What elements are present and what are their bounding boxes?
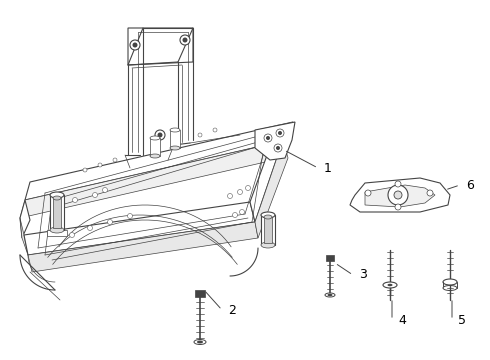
- Circle shape: [278, 131, 282, 135]
- Circle shape: [227, 194, 232, 198]
- Ellipse shape: [443, 285, 457, 291]
- Polygon shape: [264, 217, 272, 243]
- Circle shape: [238, 189, 243, 194]
- Polygon shape: [20, 218, 28, 255]
- Polygon shape: [20, 200, 30, 238]
- Circle shape: [88, 225, 93, 230]
- Circle shape: [93, 193, 98, 198]
- Polygon shape: [53, 198, 61, 228]
- Ellipse shape: [383, 282, 397, 288]
- Ellipse shape: [264, 215, 272, 219]
- Ellipse shape: [50, 227, 64, 233]
- Polygon shape: [250, 125, 283, 222]
- Ellipse shape: [197, 341, 203, 343]
- Circle shape: [182, 37, 188, 42]
- Polygon shape: [24, 202, 255, 255]
- Circle shape: [155, 130, 165, 140]
- Ellipse shape: [261, 242, 275, 248]
- Circle shape: [70, 233, 74, 238]
- Circle shape: [245, 185, 250, 190]
- Ellipse shape: [150, 136, 160, 140]
- Ellipse shape: [170, 128, 180, 132]
- Circle shape: [394, 191, 402, 199]
- Polygon shape: [170, 130, 180, 148]
- Text: 6: 6: [466, 179, 474, 192]
- Polygon shape: [255, 140, 288, 238]
- Circle shape: [240, 210, 245, 215]
- Circle shape: [213, 128, 217, 132]
- Text: 2: 2: [228, 303, 236, 316]
- Circle shape: [232, 212, 238, 217]
- Polygon shape: [150, 138, 160, 156]
- Ellipse shape: [50, 192, 64, 198]
- Text: 1: 1: [324, 162, 332, 175]
- Text: 4: 4: [398, 314, 406, 327]
- Circle shape: [276, 129, 284, 137]
- Circle shape: [98, 163, 102, 167]
- Circle shape: [395, 204, 401, 210]
- Circle shape: [180, 35, 190, 45]
- Text: 5: 5: [458, 314, 466, 327]
- Circle shape: [107, 220, 113, 225]
- Circle shape: [113, 158, 117, 162]
- Circle shape: [157, 132, 163, 138]
- Polygon shape: [50, 195, 64, 230]
- Polygon shape: [20, 140, 288, 218]
- Text: 3: 3: [359, 269, 367, 282]
- Polygon shape: [350, 178, 450, 212]
- Circle shape: [388, 185, 408, 205]
- Polygon shape: [128, 28, 193, 65]
- Circle shape: [427, 190, 433, 196]
- Circle shape: [130, 40, 140, 50]
- Circle shape: [365, 190, 371, 196]
- Ellipse shape: [150, 154, 160, 158]
- Circle shape: [264, 134, 272, 142]
- Polygon shape: [195, 290, 205, 297]
- Ellipse shape: [170, 146, 180, 150]
- Ellipse shape: [327, 294, 333, 296]
- Ellipse shape: [325, 293, 335, 297]
- Circle shape: [83, 168, 87, 172]
- Circle shape: [274, 144, 282, 152]
- Polygon shape: [47, 230, 67, 236]
- Polygon shape: [28, 222, 258, 272]
- Circle shape: [395, 181, 401, 187]
- Ellipse shape: [443, 279, 457, 285]
- Circle shape: [102, 188, 107, 193]
- Circle shape: [266, 136, 270, 140]
- Circle shape: [73, 198, 77, 202]
- Polygon shape: [326, 255, 334, 261]
- Ellipse shape: [261, 212, 275, 218]
- Circle shape: [127, 213, 132, 219]
- Ellipse shape: [53, 196, 61, 200]
- Ellipse shape: [194, 339, 206, 345]
- Circle shape: [198, 133, 202, 137]
- Polygon shape: [261, 215, 275, 245]
- Polygon shape: [25, 122, 293, 200]
- Circle shape: [132, 42, 138, 48]
- Polygon shape: [255, 122, 295, 160]
- Polygon shape: [365, 185, 435, 207]
- Ellipse shape: [388, 284, 392, 286]
- Circle shape: [276, 146, 280, 150]
